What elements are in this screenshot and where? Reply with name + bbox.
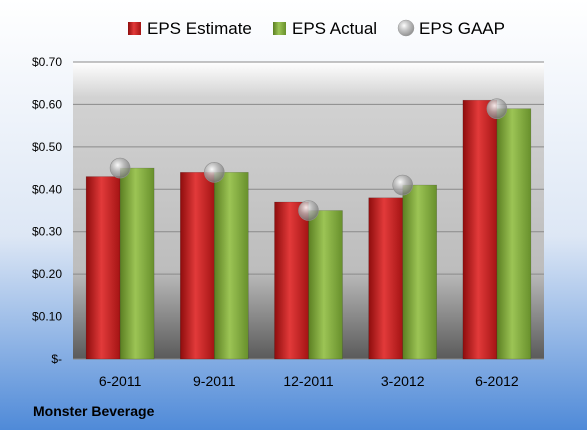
legend-marker-eps-gaap xyxy=(397,19,415,37)
eps-gaap-marker xyxy=(486,98,508,119)
x-tick-label: 3-2012 xyxy=(381,373,425,389)
eps-actual-bar xyxy=(119,167,155,360)
y-tick-label: $0.60 xyxy=(32,97,62,111)
eps-gaap-marker xyxy=(204,162,225,183)
y-axis-ticks: $- $0.10 $0.20 $0.30 $0.40 $0.50 $0.60 $0.70 xyxy=(32,55,62,366)
eps-actual-bar xyxy=(402,184,437,360)
y-tick-label: $0.20 xyxy=(32,267,62,281)
legend-label-eps-estimate: EPS Estimate xyxy=(147,19,252,38)
legend: EPS Estimate EPS Actual EPS GAAP xyxy=(128,19,505,38)
eps-estimate-bar xyxy=(274,201,309,360)
y-tick-label: $0.70 xyxy=(32,55,62,69)
bars xyxy=(85,99,532,360)
legend-label-eps-gaap: EPS GAAP xyxy=(419,19,505,38)
x-tick-label: 12-2011 xyxy=(283,373,334,389)
eps-gaap-marker xyxy=(392,174,414,196)
eps-estimate-bar xyxy=(368,197,403,360)
eps-actual-bar xyxy=(308,210,343,360)
y-tick-label: $0.50 xyxy=(32,140,62,154)
x-tick-label: 6-2012 xyxy=(475,373,519,389)
y-tick-label: $0.10 xyxy=(32,310,62,324)
eps-estimate-bar xyxy=(85,176,121,360)
company-name: Monster Beverage xyxy=(33,403,155,419)
legend-swatch-eps-estimate xyxy=(128,22,141,35)
x-axis-ticks: 6-2011 9-2011 12-2011 3-2012 6-2012 xyxy=(99,373,519,389)
eps-actual-bar xyxy=(214,172,249,360)
y-tick-label: $0.30 xyxy=(32,225,62,239)
legend-label-eps-actual: EPS Actual xyxy=(292,19,377,38)
eps-estimate-bar xyxy=(180,172,215,360)
legend-swatch-eps-actual xyxy=(273,22,286,35)
x-tick-label: 6-2011 xyxy=(99,373,142,389)
eps-actual-bar xyxy=(496,108,532,360)
eps-gaap-marker xyxy=(109,157,131,179)
gaap-markers xyxy=(109,98,508,221)
y-tick-label: $0.40 xyxy=(32,182,62,196)
y-tick-label: $- xyxy=(51,352,62,366)
eps-gaap-marker xyxy=(298,200,319,221)
x-tick-label: 9-2011 xyxy=(193,373,236,389)
eps-estimate-bar xyxy=(462,99,498,360)
